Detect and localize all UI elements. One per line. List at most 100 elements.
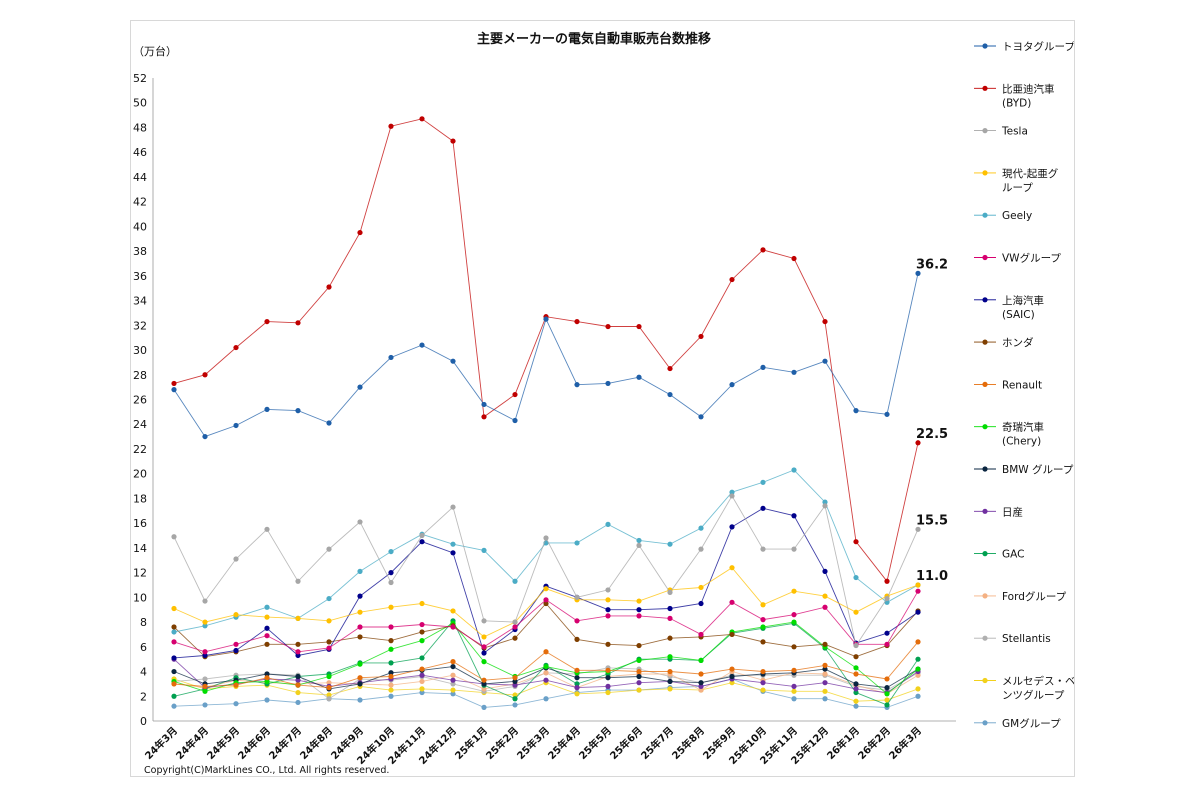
- data-point: [884, 676, 890, 682]
- data-point: [791, 683, 797, 689]
- data-point: [667, 541, 673, 547]
- legend-label: BMW グループ: [1002, 463, 1074, 476]
- legend-label-line: ループ: [1002, 182, 1033, 194]
- legend-item: Renault: [974, 379, 1042, 391]
- data-point: [605, 597, 611, 603]
- data-point: [853, 671, 859, 677]
- data-point: [171, 629, 177, 635]
- data-point: [884, 641, 890, 647]
- data-label: 15.5: [916, 513, 948, 528]
- data-point: [605, 521, 611, 527]
- data-point: [419, 686, 425, 692]
- data-point: [233, 682, 239, 688]
- data-point: [481, 547, 487, 553]
- x-tick-label: 24年7月: [266, 724, 304, 762]
- data-point: [419, 689, 425, 696]
- data-point: [326, 639, 332, 645]
- series-line: [173, 118, 919, 583]
- data-point: [264, 697, 270, 703]
- data-point: [636, 657, 642, 664]
- legend-item: GMグループ: [974, 717, 1061, 730]
- y-tick-label: 52: [133, 72, 147, 85]
- data-point: [512, 417, 518, 424]
- data-point: [884, 595, 890, 602]
- data-point: [326, 673, 332, 680]
- data-point: [605, 641, 611, 647]
- data-point: [419, 678, 425, 685]
- data-point: [295, 649, 301, 655]
- data-point: [822, 696, 828, 702]
- legend-item: Tesla: [974, 126, 1028, 138]
- legend-label: 現代-起亜グループ: [1002, 167, 1059, 194]
- data-point: [388, 548, 394, 555]
- data-point: [605, 683, 611, 689]
- data-point: [419, 638, 425, 644]
- data-point: [512, 635, 518, 641]
- data-point: [760, 479, 766, 485]
- data-point: [512, 391, 518, 398]
- legend-label: Tesla: [1001, 126, 1028, 138]
- data-point: [481, 618, 487, 624]
- data-point: [760, 680, 766, 686]
- legend-label-line: メルセデス・ベ: [1002, 675, 1074, 688]
- data-point: [357, 593, 363, 599]
- y-tick-label: 4: [140, 666, 147, 679]
- y-tick-label: 6: [140, 641, 147, 654]
- data-point: [171, 681, 177, 687]
- data-point: [450, 550, 456, 556]
- data-point: [853, 642, 859, 649]
- data-point: [605, 380, 611, 387]
- data-point: [326, 284, 332, 290]
- data-point: [760, 247, 766, 253]
- data-point: [698, 657, 704, 664]
- data-point: [264, 526, 270, 532]
- data-point: [326, 645, 332, 651]
- data-point: [574, 685, 580, 691]
- data-point: [295, 408, 301, 414]
- data-point: [419, 116, 425, 122]
- data-point: [636, 673, 642, 680]
- data-point: [481, 677, 487, 683]
- x-tick-label: 24年3月: [142, 724, 180, 762]
- data-point: [388, 670, 394, 676]
- legend-marker: [982, 85, 988, 91]
- y-tick-label: 14: [133, 542, 147, 555]
- ev-sales-line-chart: 主要メーカーの電気自動車販売台数推移 （万台） 0246810121416182…: [133, 31, 1074, 776]
- data-point: [295, 699, 301, 706]
- legend-label: Renault: [1002, 379, 1042, 391]
- y-tick-label: 22: [133, 443, 147, 456]
- data-point: [264, 633, 270, 639]
- y-tick-label: 38: [133, 245, 147, 258]
- data-point: [419, 655, 425, 661]
- data-point: [388, 604, 394, 610]
- x-tick-label: 25年2月: [483, 724, 521, 762]
- data-point: [636, 537, 642, 544]
- data-point: [574, 382, 580, 388]
- data-point: [264, 406, 270, 412]
- legend-marker: [982, 720, 988, 726]
- legend-item: BMW グループ: [974, 463, 1074, 476]
- data-point: [915, 609, 921, 615]
- data-point: [574, 681, 580, 687]
- data-point: [357, 661, 363, 667]
- legend-label: Stellantis: [1002, 633, 1051, 645]
- data-point: [605, 587, 611, 593]
- data-point: [791, 546, 797, 552]
- data-point: [791, 467, 797, 473]
- x-tick-labels: 24年3月24年4月24年5月24年6月24年7月24年8月24年9月24年10…: [142, 724, 924, 767]
- data-point: [915, 582, 921, 588]
- legend-marker: [982, 297, 988, 303]
- data-point: [760, 624, 766, 630]
- data-point: [357, 609, 363, 615]
- data-point: [481, 401, 487, 408]
- legend-label: 奇瑞汽車 (Chery): [1002, 421, 1044, 448]
- data-point: [543, 597, 549, 603]
- data-point: [729, 666, 735, 672]
- data-point: [729, 680, 735, 686]
- data-point: [202, 619, 208, 625]
- data-point: [667, 678, 673, 685]
- copyright-text: Copyright(C)MarkLines CO., Ltd. All righ…: [144, 765, 389, 776]
- series-line: [173, 273, 919, 438]
- data-point: [729, 382, 735, 388]
